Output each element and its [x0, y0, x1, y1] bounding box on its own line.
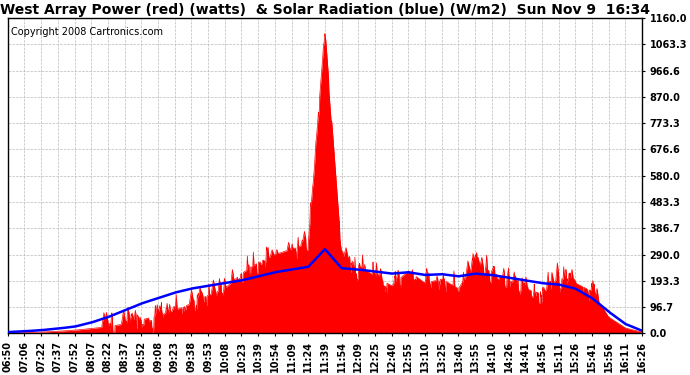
Text: Copyright 2008 Cartronics.com: Copyright 2008 Cartronics.com	[11, 27, 163, 38]
Title: West Array Power (red) (watts)  & Solar Radiation (blue) (W/m2)  Sun Nov 9  16:3: West Array Power (red) (watts) & Solar R…	[0, 3, 650, 17]
